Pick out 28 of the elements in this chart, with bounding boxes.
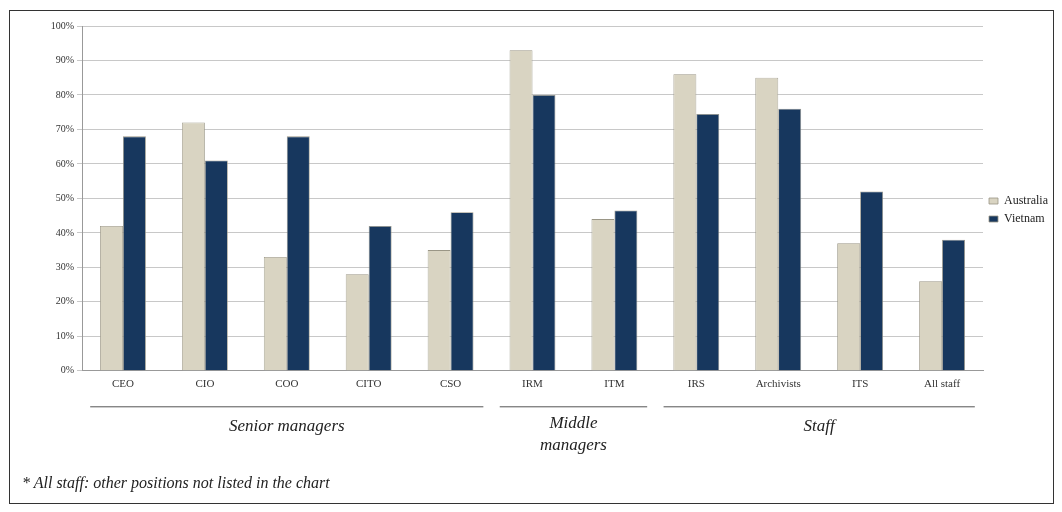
- legend-label: Vietnam: [1004, 211, 1046, 226]
- x-tick-label: CEO: [111, 377, 135, 390]
- x-tick-label: CITO: [355, 377, 382, 390]
- y-tick-label: 10%: [55, 329, 74, 341]
- y-tick-label: 30%: [55, 260, 74, 272]
- y-tick-label: 60%: [55, 157, 74, 169]
- x-tick-label: CSO: [439, 377, 462, 390]
- y-tick-label: 20%: [55, 295, 74, 307]
- y-tick-label: 100%: [50, 19, 74, 31]
- text: * All staff: other positions not listed in the chart: [22, 474, 331, 493]
- x-tick-label: COO: [275, 377, 299, 390]
- y-tick-label: 70%: [55, 123, 74, 135]
- text: Middle managers: [539, 413, 608, 455]
- y-tick-label: 50%: [55, 192, 74, 204]
- x-tick-label: ITM: [604, 377, 625, 390]
- y-tick-label: 40%: [55, 226, 74, 238]
- x-tick-label: All staff: [923, 377, 961, 390]
- x-tick-label: IRS: [687, 377, 705, 390]
- x-tick-label: ITS: [851, 377, 869, 390]
- text: Senior managers: [228, 416, 345, 436]
- y-tick-label: 0%: [60, 364, 74, 376]
- legend-label: Australia: [1004, 193, 1049, 208]
- text: Staff: [803, 416, 838, 436]
- x-tick-label: Archivists: [755, 377, 801, 390]
- x-tick-label: IRM: [522, 377, 544, 390]
- y-tick-label: 90%: [55, 54, 74, 66]
- y-tick-label: 80%: [55, 88, 74, 100]
- x-tick-label: CIO: [195, 377, 215, 390]
